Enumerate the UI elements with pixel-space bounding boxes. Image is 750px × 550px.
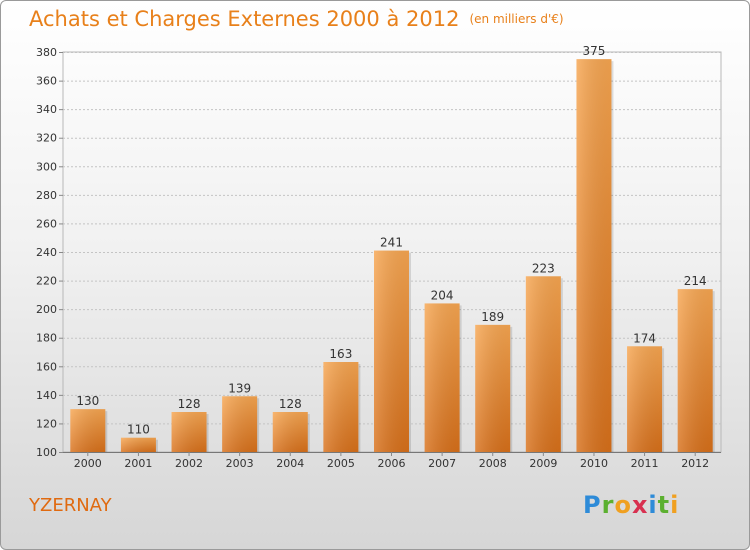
y-tick-label: 160 (36, 360, 57, 373)
data-label: 128 (279, 397, 302, 411)
data-label: 223 (532, 261, 555, 275)
bar-highlight (576, 59, 612, 453)
y-tick-label: 120 (36, 417, 57, 430)
data-label: 174 (633, 331, 656, 345)
x-tick-label: 2011 (631, 457, 659, 470)
bar-highlight (475, 324, 511, 452)
x-tick-label: 2005 (327, 457, 355, 470)
data-label: 128 (178, 397, 201, 411)
data-label: 130 (76, 394, 99, 408)
bar-highlight (70, 409, 106, 452)
bar-highlight (171, 412, 207, 452)
y-tick-label: 280 (36, 189, 57, 202)
data-label: 204 (431, 288, 454, 302)
x-tick-label: 2010 (580, 457, 608, 470)
data-label: 189 (481, 310, 504, 324)
x-tick-label: 2012 (681, 457, 709, 470)
y-tick-label: 320 (36, 132, 57, 145)
x-tick-label: 2002 (175, 457, 203, 470)
bar-highlight (272, 412, 308, 452)
y-tick-label: 240 (36, 246, 57, 259)
y-tick-label: 260 (36, 217, 57, 230)
town-name: YZERNAY (29, 495, 112, 516)
bar-highlight (222, 396, 258, 452)
data-label: 110 (127, 423, 150, 437)
y-tick-label: 220 (36, 275, 57, 288)
data-label: 241 (380, 236, 403, 250)
bar-highlight (323, 362, 359, 452)
y-tick-label: 300 (36, 160, 57, 173)
x-tick-label: 2000 (74, 457, 102, 470)
bar-highlight (120, 437, 156, 452)
chart-subtitle: (en milliers d'€) (469, 12, 564, 26)
y-tick-label: 380 (36, 46, 57, 59)
y-tick-label: 360 (36, 75, 57, 88)
bar-highlight (677, 289, 713, 452)
data-label: 163 (329, 347, 352, 361)
data-label: 139 (228, 381, 251, 395)
x-tick-label: 2008 (479, 457, 507, 470)
data-label: 214 (684, 274, 707, 288)
bar-highlight (374, 250, 409, 452)
bar-highlight (627, 346, 663, 452)
chart-title-block: Achats et Charges Externes 2000 à 2012 (e… (29, 7, 564, 31)
x-tick-label: 2006 (378, 457, 406, 470)
proxiti-logo[interactable]: Proxiti (583, 491, 680, 519)
y-tick-label: 340 (36, 103, 57, 116)
y-tick-label: 200 (36, 303, 57, 316)
y-tick-label: 180 (36, 332, 57, 345)
y-tick-label: 140 (36, 389, 57, 402)
x-tick-label: 2003 (226, 457, 254, 470)
x-tick-label: 2007 (428, 457, 456, 470)
bar-highlight (525, 276, 561, 452)
y-tick-label: 100 (36, 446, 57, 459)
x-tick-label: 2004 (276, 457, 304, 470)
chart-title: Achats et Charges Externes 2000 à 2012 (29, 7, 460, 31)
data-label: 375 (583, 44, 606, 58)
x-tick-label: 2001 (124, 457, 152, 470)
x-tick-label: 2009 (529, 457, 557, 470)
bar-highlight (424, 303, 460, 452)
